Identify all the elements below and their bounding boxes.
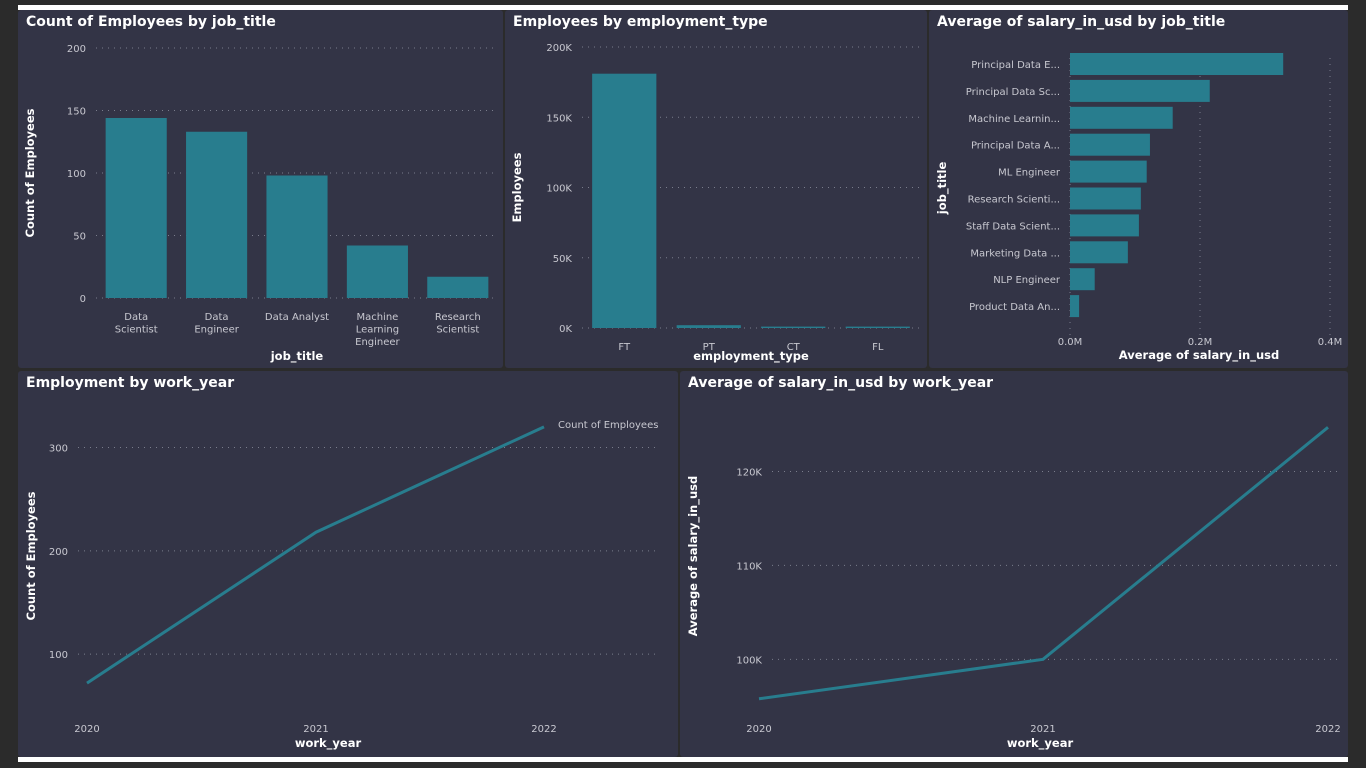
bar-pt — [676, 325, 741, 328]
y-tick-label: 100 — [49, 650, 68, 661]
x-tick-label: Learning — [356, 325, 399, 336]
y-tick-label: 0 — [80, 294, 86, 305]
bar — [1070, 241, 1128, 264]
x-tick-label: FL — [872, 342, 884, 353]
y-tick-label: 100K — [546, 184, 572, 195]
y-tick-label: Research Scienti... — [968, 195, 1060, 206]
x-tick-label: Research — [435, 312, 481, 323]
chart-svg: 0.0M 0.2M 0.4M Principal Data E... Principal… — [935, 53, 1343, 363]
y-tick-label: 300 — [49, 444, 68, 455]
y-tick-label: 50 — [73, 232, 86, 243]
y-axis-title: Employees — [510, 152, 524, 222]
x-tick-label: Data Analyst — [265, 312, 329, 323]
y-tick-label: 200 — [49, 547, 68, 558]
chart-svg: 0K 50K 100K 150K 200K FT PT CT FL employment_type… — [510, 43, 920, 364]
y-tick-label: Staff Data Scient... — [966, 221, 1060, 232]
x-tick-label: 2020 — [74, 724, 99, 735]
bottom-strip — [18, 757, 1348, 762]
y-tick-label: Marketing Data ... — [970, 248, 1060, 259]
y-tick-label: 150 — [67, 107, 86, 118]
y-tick-label: 50K — [553, 254, 573, 265]
bar — [1070, 187, 1141, 210]
chart-svg: 100 200 300 2020 2021 2022 work_year Count of E… — [24, 420, 658, 751]
bar — [1070, 53, 1284, 75]
x-tick-label: CT — [787, 342, 801, 353]
y-tick-label: Product Data An... — [969, 302, 1060, 313]
bar-data-scientist — [105, 118, 167, 298]
x-tick-label: FT — [618, 342, 631, 353]
y-tick-label: 100 — [67, 169, 86, 180]
bar — [1070, 214, 1139, 237]
x-axis-title: employment_type — [693, 349, 809, 364]
y-tick-label: Principal Data Sc... — [966, 87, 1060, 98]
x-axis-title: Average of salary_in_usd — [1119, 348, 1280, 363]
chart-svg: 0 50 100 150 200 Data Scientist Data Engineer Dat… — [23, 44, 498, 364]
x-tick-label: Engineer — [355, 337, 400, 348]
x-tick-label: Engineer — [194, 325, 239, 336]
y-tick-label: Principal Data A... — [971, 141, 1060, 152]
y-axis-title: Average of salary_in_usd — [686, 476, 701, 637]
bar — [1070, 79, 1210, 102]
x-tick-label: Data — [205, 312, 229, 323]
y-tick-label: 200 — [67, 44, 86, 55]
bar — [1070, 106, 1173, 129]
x-tick-label: 2021 — [303, 724, 328, 735]
series-line — [86, 425, 545, 685]
x-tick-label: Machine — [356, 312, 398, 323]
chart-title: Count of Employees by job_title — [26, 14, 276, 30]
chart-title: Average of salary_in_usd by job_title — [937, 14, 1226, 30]
y-axis-title: job_title — [935, 162, 950, 216]
x-axis-title: work_year — [1007, 736, 1074, 751]
x-tick-label: 2022 — [1315, 724, 1340, 735]
series-label: Count of Employees — [558, 420, 658, 431]
chart-salary-by-work-year[interactable]: Average of salary_in_usd by work_year 10… — [680, 371, 1348, 757]
series-line — [758, 426, 1329, 701]
y-tick-label: 110K — [736, 561, 762, 572]
y-tick-label: ML Engineer — [998, 168, 1061, 179]
x-tick-label: 0.2M — [1188, 337, 1213, 348]
bar-research-scientist — [427, 276, 489, 298]
bar — [1070, 295, 1080, 318]
bar-ft — [592, 73, 657, 328]
bar — [1070, 160, 1147, 183]
chart-employment-by-work-year[interactable]: Employment by work_year 100 200 300 2020 202… — [18, 371, 678, 757]
y-axis-title: Count of Employees — [24, 491, 38, 620]
bar-ct — [761, 326, 826, 328]
chart-title: Employment by work_year — [26, 375, 235, 391]
bar-machine-learning-engineer — [346, 245, 408, 298]
x-axis-title: job_title — [270, 349, 324, 364]
x-tick-label: 2020 — [746, 724, 771, 735]
x-tick-label: 2021 — [1030, 724, 1055, 735]
y-tick-label: Machine Learnin... — [968, 114, 1060, 125]
bar — [1070, 133, 1150, 156]
y-tick-label: 150K — [546, 113, 572, 124]
x-tick-label: Scientist — [115, 325, 158, 336]
y-tick-label: 100K — [736, 655, 762, 666]
bar-fl — [845, 326, 910, 328]
bar-data-engineer — [186, 131, 248, 298]
x-tick-label: 2022 — [531, 724, 556, 735]
x-tick-label: 0.4M — [1318, 337, 1343, 348]
y-tick-label: Principal Data E... — [971, 60, 1060, 71]
x-axis-title: work_year — [295, 736, 362, 751]
y-axis-title: Count of Employees — [23, 108, 37, 237]
y-tick-label: 0K — [559, 324, 572, 335]
chart-salary-by-job-title[interactable]: Average of salary_in_usd by job_title 0.… — [929, 10, 1348, 368]
y-tick-label: 200K — [546, 43, 572, 54]
y-tick-label: NLP Engineer — [993, 275, 1061, 286]
bar — [1070, 268, 1095, 291]
x-tick-label: 0.0M — [1058, 337, 1083, 348]
x-tick-label: Scientist — [436, 325, 479, 336]
bar-data-analyst — [266, 175, 328, 298]
chart-title: Average of salary_in_usd by work_year — [688, 375, 994, 391]
chart-employees-by-employment-type[interactable]: Employees by employment_type 0K 50K 100K 15… — [505, 10, 927, 368]
chart-svg: 100K 110K 120K 2020 2021 2022 work_year Average… — [686, 426, 1341, 751]
chart-title: Employees by employment_type — [513, 14, 768, 30]
y-tick-label: 120K — [736, 467, 762, 478]
x-tick-label: Data — [124, 312, 148, 323]
chart-count-by-job-title[interactable]: Count of Employees by job_title 0 50 100 15… — [18, 10, 503, 368]
top-strip — [18, 5, 1348, 10]
x-tick-label: PT — [703, 342, 716, 353]
